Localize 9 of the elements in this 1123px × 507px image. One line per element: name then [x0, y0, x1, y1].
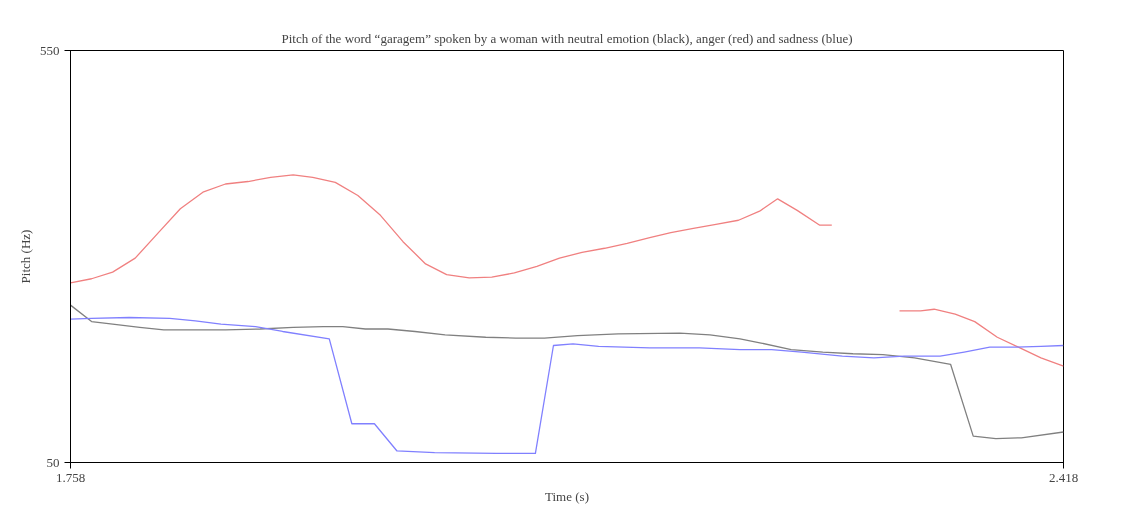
y-tick-label: 50: [46, 454, 60, 470]
chart-title: Pitch of the word “garagem” spoken by a woman with neutral emotion (black), anger (red) and sadness (blue): [281, 30, 853, 46]
x-axis-title: Time (s): [545, 488, 589, 504]
x-tick-label: 2.418: [1048, 469, 1079, 485]
y-tick-label: 550: [40, 42, 60, 58]
line-series: [70, 316, 1064, 455]
y-axis-title: Pitch (Hz): [18, 229, 33, 284]
line-series: [70, 304, 1064, 440]
x-tick-label: 1.758: [55, 469, 86, 485]
